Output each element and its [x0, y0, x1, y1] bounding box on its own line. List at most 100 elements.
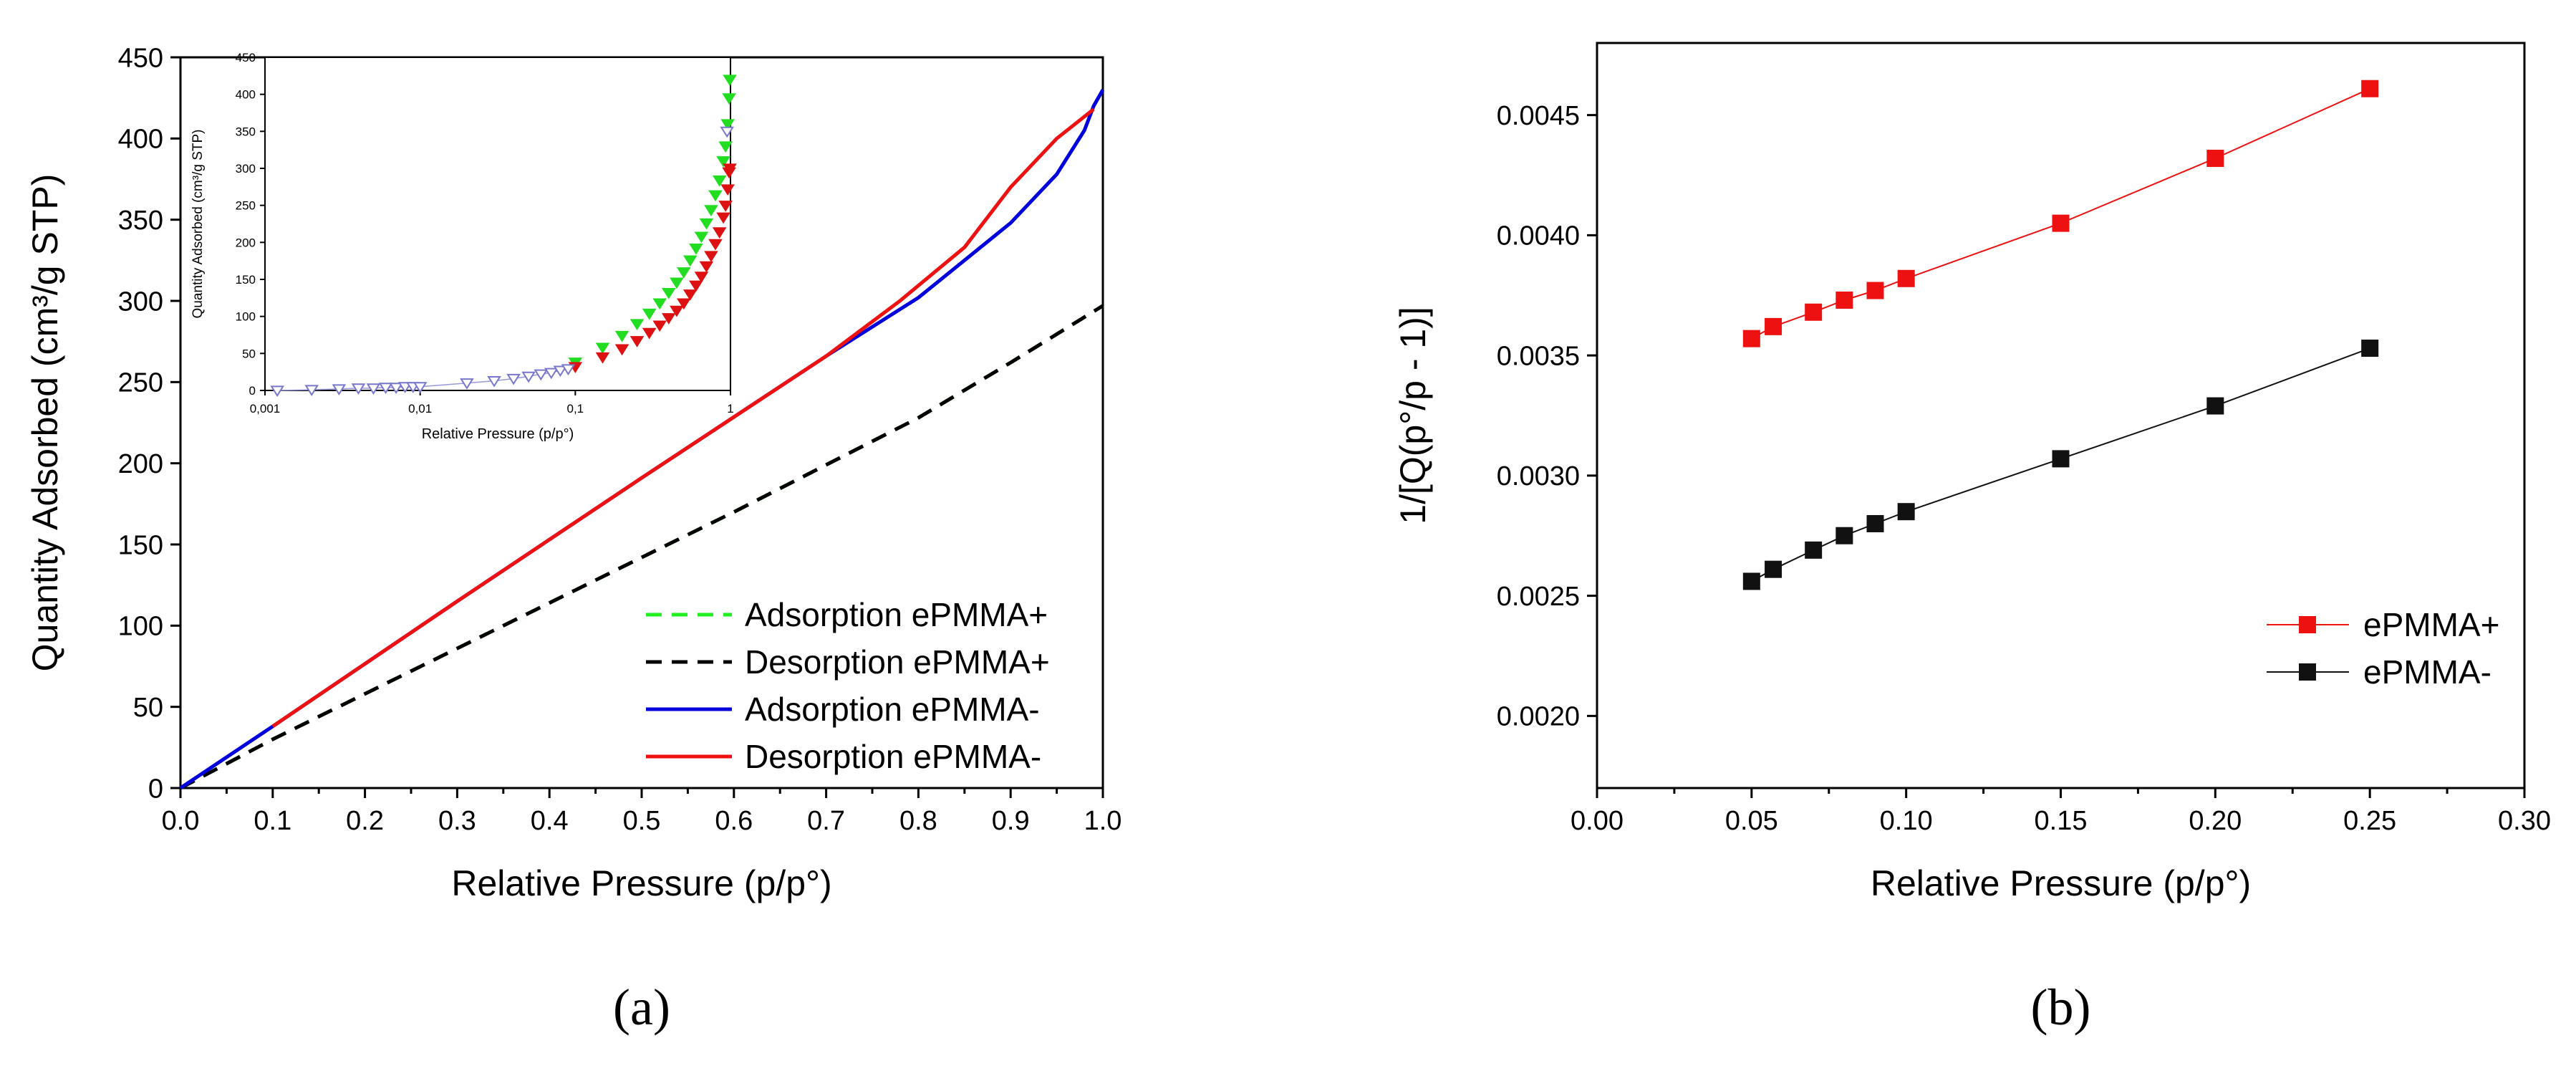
- inset-point-epmma-adsorption: [699, 261, 714, 273]
- inset-point-low-pressure: [413, 382, 428, 393]
- inset-point-low-pressure: [720, 126, 734, 138]
- inset-point-epmma-adsorption: [595, 342, 610, 355]
- inset-y-tick-label: 0: [249, 384, 256, 398]
- legend-b: ePMMA+ ePMMA-: [2267, 606, 2499, 691]
- x-tick-label: 0.25: [2343, 806, 2396, 836]
- inset-point-epmma-adsorption: [704, 251, 718, 263]
- inset-point-low-pressure: [389, 383, 403, 394]
- inset-point-low-pressure: [304, 385, 319, 397]
- chart-panel-b: 0.00 0.05 0.10 0.15 0.20 0.25 0.30 0.0020 0.0025…: [1393, 42, 2551, 1036]
- inset-x-tick-label: 1: [727, 402, 733, 416]
- y-tick-label: 50: [133, 693, 163, 723]
- legend-marker-epmma: [2299, 616, 2316, 633]
- legend-label-epmma: ePMMA-: [2363, 653, 2491, 691]
- panel-label-a: (a): [613, 979, 670, 1036]
- inset-y-tick-label: 100: [236, 310, 256, 324]
- inset-point-low-pressure: [270, 385, 284, 398]
- x-tick-label: 0.8: [899, 806, 937, 836]
- inset-point-epmma-adsorption: [642, 308, 657, 320]
- inset-point-epmma-adsorption: [712, 227, 727, 239]
- inset-point-epmma-adsorption: [708, 190, 723, 202]
- inset-point-epmma-adsorption: [699, 218, 714, 230]
- inset-point-epmma-adsorption: [720, 184, 735, 196]
- inset-x-tick-label: 0,01: [408, 402, 432, 416]
- legend-label-adsorption-epmma: Adsorption ePMMA-: [745, 691, 1040, 728]
- y-tick-label: 0.0035: [1497, 341, 1580, 371]
- inset-chart: 0,001 0,01 0,1 1 0 50 100 150 200 250 300 350 400 450…: [190, 51, 737, 442]
- panel-label-b: (b): [2031, 979, 2091, 1036]
- inset-point-epmma-adsorption: [689, 244, 703, 255]
- legend-a: Adsorption ePMMA+ Desorption ePMMA+ Adsorp…: [646, 596, 1050, 775]
- inset-y-tick-label: 400: [236, 88, 256, 102]
- x-tick-label: 0.2: [346, 806, 384, 836]
- inset-y-tick-label: 250: [236, 199, 256, 213]
- inset-point-low-pressure: [487, 375, 501, 388]
- inset-point-epmma-adsorption: [689, 280, 703, 292]
- inset-point-epmma-adsorption: [670, 305, 684, 317]
- inset-point-epmma-adsorption: [661, 313, 676, 325]
- inset-y-axis-label: Quantity Adsorbed (cm³/g STP): [190, 130, 206, 319]
- inset-point-epmma-adsorption: [716, 212, 730, 224]
- y-tick-label: 350: [118, 206, 163, 236]
- inset-point-low-pressure: [378, 383, 393, 394]
- inset-point-epmma-adsorption: [652, 298, 667, 310]
- inset-point-epmma-adsorption: [676, 267, 691, 279]
- inset-point-epmma-adsorption: [629, 336, 645, 347]
- y-axis-label: 1/[Q(p°/p - 1)]: [1393, 307, 1433, 524]
- data-point-epmma: [1866, 514, 1884, 532]
- data-point-epmma: [2206, 397, 2224, 415]
- data-point-epmma: [2361, 80, 2379, 97]
- chart-panel-a: 0.0 0.1 0.2 0.3 0.4 0.5 0.6 0.7 0.8 0.9 1.0 0 50 100 1…: [25, 43, 1121, 1036]
- inset-point-epmma-adsorption: [694, 231, 709, 244]
- y-tick-label: 0.0040: [1497, 221, 1580, 251]
- inset-background: [265, 57, 730, 390]
- inset-point-epmma-adsorption: [704, 205, 718, 216]
- inset-point-low-pressure: [553, 365, 568, 378]
- data-point-epmma: [2052, 214, 2070, 232]
- inset-point-low-pressure: [521, 371, 536, 383]
- y-tick-label: 0: [148, 774, 163, 804]
- y-tick-label: 400: [118, 125, 163, 155]
- inset-point-epmma-adsorption: [682, 289, 698, 301]
- x-tick-label: 0.7: [807, 806, 845, 836]
- inset-point-epmma-adsorption: [642, 327, 657, 340]
- y-tick-label: 0.0030: [1497, 461, 1580, 491]
- data-point-epmma: [2361, 340, 2379, 357]
- x-tick-label: 0.00: [1571, 806, 1624, 836]
- inset-point-epmma-adsorption: [595, 352, 610, 364]
- legend-label-desorption-epmma: Desorption ePMMA+: [745, 643, 1050, 681]
- inset-point-epmma-adsorption: [694, 272, 709, 283]
- x-axis-label: Relative Pressure (p/p°): [451, 863, 831, 903]
- data-point-epmma: [1897, 503, 1915, 521]
- inset-point-low-pressure: [332, 384, 347, 396]
- data-point-epmma: [1742, 572, 1760, 590]
- x-tick-label: 0.30: [2498, 806, 2551, 836]
- inset-point-epmma-adsorption: [661, 288, 676, 299]
- inset-point-low-pressure: [506, 373, 521, 385]
- x-tick-label: 0.1: [254, 806, 291, 836]
- x-tick-label: 0.05: [1725, 806, 1778, 836]
- y-tick-label: 150: [118, 530, 163, 560]
- data-point-epmma: [1897, 269, 1915, 287]
- inset-y-tick-label: 300: [236, 162, 256, 176]
- inset-point-epmma-adsorption: [718, 141, 733, 153]
- inset-point-epmma-adsorption: [712, 175, 727, 187]
- data-point-epmma: [1805, 303, 1823, 321]
- data-point-epmma: [1866, 282, 1884, 299]
- inset-point-epmma-adsorption: [723, 75, 737, 87]
- y-tick-label: 0.0025: [1497, 582, 1580, 612]
- inset-point-epmma-adsorption: [718, 201, 733, 212]
- inset-y-tick-label: 50: [242, 347, 256, 360]
- data-point-epmma: [1765, 560, 1783, 578]
- x-tick-label: 0.6: [715, 806, 753, 836]
- inset-point-epmma-adsorption: [720, 119, 735, 131]
- inset-point-epmma-adsorption: [652, 320, 667, 332]
- inset-point-epmma-adsorption: [708, 239, 723, 251]
- data-point-epmma: [2052, 450, 2070, 468]
- data-point-epmma: [2206, 150, 2224, 168]
- y-tick-label: 300: [118, 287, 163, 317]
- y-tick-label: 0.0045: [1497, 101, 1580, 131]
- data-point-epmma: [1805, 541, 1823, 559]
- inset-point-epmma-adsorption: [716, 156, 730, 168]
